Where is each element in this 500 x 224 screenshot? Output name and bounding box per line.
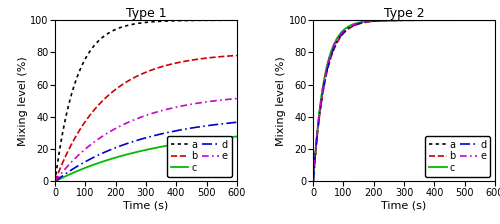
Title: Type 1: Type 1 xyxy=(126,7,166,20)
Legend: a, b, c, d, e: a, b, c, d, e xyxy=(426,136,490,177)
Legend: a, b, c, d, e: a, b, c, d, e xyxy=(167,136,232,177)
X-axis label: Time (s): Time (s) xyxy=(382,200,426,211)
Y-axis label: Mixing level (%): Mixing level (%) xyxy=(276,56,286,146)
Y-axis label: Mixing level (%): Mixing level (%) xyxy=(18,56,28,146)
X-axis label: Time (s): Time (s) xyxy=(124,200,168,211)
Title: Type 2: Type 2 xyxy=(384,7,424,20)
